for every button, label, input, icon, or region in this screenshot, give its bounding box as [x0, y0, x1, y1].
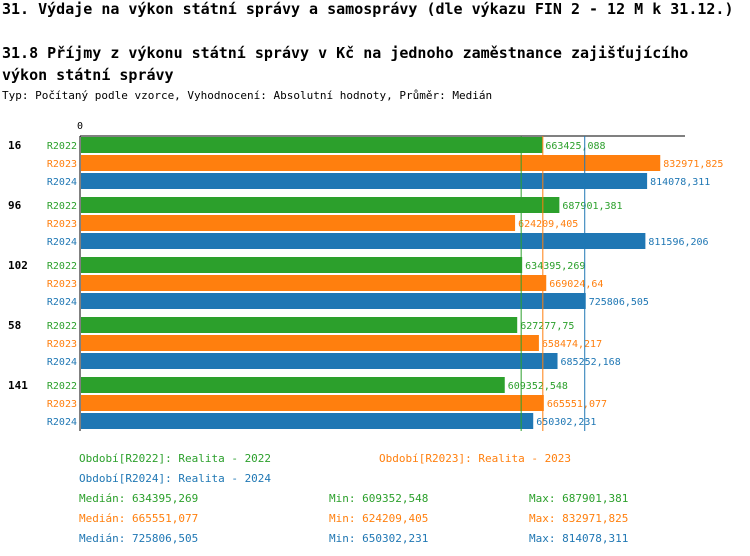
stat-median-r2022: Medián: 634395,269	[79, 492, 199, 505]
data-label: 814078,311	[650, 177, 710, 188]
stat-median-r2023: Medián: 665551,077	[79, 512, 199, 525]
stat-max-r2022: Max: 687901,381	[529, 492, 629, 505]
data-label: 687901,381	[562, 201, 622, 212]
stat-max-r2023: Max: 832971,825	[529, 512, 629, 525]
category-label: 96	[8, 199, 22, 212]
series-label: R2022	[47, 141, 77, 152]
bar-chart: 0 16 R2022 663425,088 R2023 832971,825 R2024 81…	[8, 121, 723, 431]
chart-title: 31.8 Příjmy z výkonu státní správy v Kč …	[2, 44, 689, 84]
data-label: 669024,64	[549, 279, 603, 290]
data-label: 627277,75	[520, 321, 574, 332]
data-label: 650302,231	[536, 417, 596, 428]
bar	[81, 215, 516, 231]
bar	[81, 353, 558, 369]
bar	[81, 335, 539, 351]
data-label: 609352,548	[508, 381, 568, 392]
page-title: 31. Výdaje na výkon státní správy a samo…	[2, 0, 734, 18]
chart-subtitle: Typ: Počítaný podle vzorce, Vyhodnocení:…	[2, 89, 493, 102]
series-label: R2022	[47, 321, 77, 332]
category-label: 102	[8, 259, 28, 272]
category-label: 141	[8, 379, 28, 392]
legend-item-r2022: Období[R2022]: Realita - 2022	[79, 452, 272, 465]
bar	[81, 257, 523, 273]
bar	[81, 413, 534, 429]
category-label: 16	[8, 139, 22, 152]
series-label: R2023	[47, 399, 77, 410]
stat-median-r2024: Medián: 725806,505	[79, 532, 199, 545]
bar	[81, 395, 544, 411]
stat-min-r2024: Min: 650302,231	[329, 532, 429, 545]
data-label: 624209,405	[518, 219, 578, 230]
data-label: 832971,825	[663, 159, 723, 170]
series-label: R2024	[47, 357, 77, 368]
bar	[81, 293, 586, 309]
data-label: 665551,077	[547, 399, 607, 410]
data-label: 811596,206	[648, 237, 708, 248]
data-label: 663425,088	[545, 141, 605, 152]
data-label: 634395,269	[525, 261, 585, 272]
legend-item-r2023: Období[R2023]: Realita - 2023	[379, 452, 572, 465]
data-label: 725806,505	[589, 297, 649, 308]
bar	[81, 275, 547, 291]
legend-item-r2024: Období[R2024]: Realita - 2024	[79, 472, 272, 485]
bar	[81, 137, 543, 153]
series-label: R2023	[47, 159, 77, 170]
stat-min-r2022: Min: 609352,548	[329, 492, 429, 505]
data-label: 658474,217	[542, 339, 602, 350]
bar	[81, 197, 560, 213]
series-label: R2022	[47, 261, 77, 272]
series-label: R2024	[47, 177, 77, 188]
series-label: R2023	[47, 219, 77, 230]
category-label: 58	[8, 319, 21, 332]
stat-max-r2024: Max: 814078,311	[529, 532, 629, 545]
series-label: R2023	[47, 279, 77, 290]
series-label: R2022	[47, 201, 77, 212]
bar	[81, 377, 505, 393]
series-label: R2024	[47, 297, 77, 308]
series-label: R2024	[47, 237, 77, 248]
bar	[81, 317, 518, 333]
bar	[81, 233, 646, 249]
x-tick-label: 0	[77, 121, 83, 132]
stat-min-r2023: Min: 624209,405	[329, 512, 429, 525]
series-label: R2023	[47, 339, 77, 350]
series-label: R2022	[47, 381, 77, 392]
bar	[81, 173, 648, 189]
bar	[81, 155, 661, 171]
data-label: 685252,168	[561, 357, 621, 368]
series-label: R2024	[47, 417, 77, 428]
